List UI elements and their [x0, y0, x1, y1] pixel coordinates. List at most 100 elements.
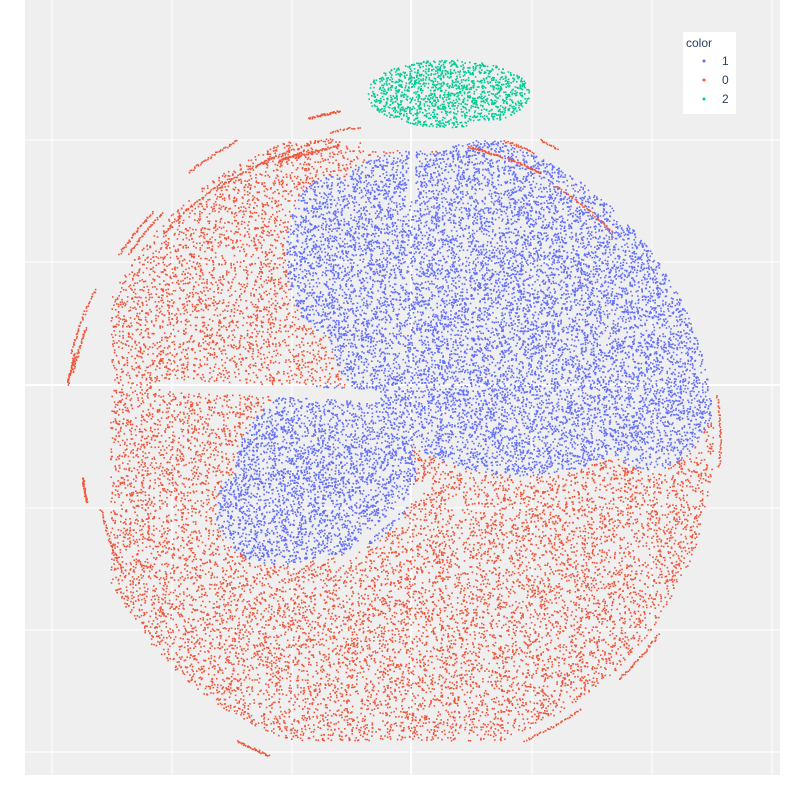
point-series-1	[472, 453, 474, 455]
point-series-1	[259, 549, 261, 551]
point-series-1	[533, 325, 535, 327]
point-series-1	[294, 215, 296, 217]
point-series-1	[684, 432, 686, 434]
point-series-1	[331, 182, 333, 184]
point-series-1	[656, 427, 658, 429]
point-series-1	[585, 313, 587, 315]
point-series-1	[329, 247, 331, 249]
point-series-1	[338, 190, 340, 192]
point-series-1	[359, 216, 361, 218]
point-series-1	[220, 506, 222, 508]
point-series-1	[331, 399, 333, 401]
point-series-1	[246, 545, 248, 547]
point-series-1	[546, 240, 548, 242]
point-series-1	[657, 285, 659, 287]
point-series-1	[341, 373, 343, 375]
point-series-1	[379, 202, 381, 204]
point-series-1	[619, 398, 621, 400]
point-series-1	[510, 182, 512, 184]
point-series-1	[528, 330, 530, 332]
point-series-1	[435, 278, 437, 280]
point-series-1	[265, 445, 267, 447]
point-series-1	[572, 236, 574, 238]
point-series-1	[482, 189, 484, 191]
point-series-1	[467, 179, 469, 181]
point-series-1	[274, 555, 276, 557]
point-series-1	[242, 549, 244, 551]
point-series-1	[474, 469, 476, 471]
point-series-1	[592, 303, 594, 305]
point-series-1	[575, 197, 577, 199]
point-series-1	[392, 214, 394, 216]
point-series-1	[627, 230, 629, 232]
point-series-1	[514, 470, 516, 472]
point-series-1	[382, 186, 384, 188]
point-series-1	[484, 435, 486, 437]
point-series-1	[339, 420, 341, 422]
point-series-1	[583, 259, 585, 261]
point-series-1	[594, 309, 596, 311]
point-series-1	[575, 430, 577, 432]
point-series-1	[467, 250, 469, 252]
point-series-1	[612, 353, 614, 355]
point-series-1	[416, 293, 418, 295]
point-series-1	[528, 358, 530, 360]
point-series-1	[628, 420, 630, 422]
point-series-1	[225, 527, 227, 529]
point-series-1	[431, 403, 433, 405]
point-series-1	[381, 432, 383, 434]
point-series-1	[494, 141, 496, 143]
point-series-1	[320, 180, 322, 182]
point-series-1	[373, 330, 375, 332]
point-series-1	[303, 221, 305, 223]
point-series-1	[539, 238, 541, 240]
point-series-1	[478, 241, 480, 243]
point-series-1	[446, 191, 448, 193]
point-series-1	[470, 456, 472, 458]
point-series-1	[318, 206, 320, 208]
point-series-1	[469, 374, 471, 376]
point-series-1	[362, 442, 364, 444]
point-series-1	[284, 410, 286, 412]
point-series-1	[302, 436, 304, 438]
point-series-1	[330, 497, 332, 499]
point-series-1	[346, 525, 348, 527]
point-series-1	[657, 305, 659, 307]
point-series-1	[453, 462, 455, 464]
point-series-1	[383, 246, 385, 248]
point-series-1	[346, 425, 348, 427]
point-series-1	[610, 368, 612, 370]
point-series-1	[545, 297, 547, 299]
point-series-1	[344, 268, 346, 270]
point-series-1	[373, 162, 375, 164]
point-series-1	[575, 260, 577, 262]
point-series-1	[567, 406, 569, 408]
point-series-1	[342, 492, 344, 494]
point-series-1	[451, 304, 453, 306]
point-series-1	[378, 235, 380, 237]
point-series-1	[523, 234, 525, 236]
point-series-1	[377, 215, 379, 217]
point-series-1	[265, 533, 267, 535]
point-series-1	[289, 248, 291, 250]
point-series-1	[402, 287, 404, 289]
point-series-1	[579, 285, 581, 287]
point-series-1	[353, 313, 355, 315]
point-series-1	[511, 167, 513, 169]
point-series-1	[625, 357, 627, 359]
point-series-1	[593, 197, 595, 199]
point-series-1	[325, 477, 327, 479]
point-series-1	[659, 288, 661, 290]
point-series-1	[253, 495, 255, 497]
point-series-1	[681, 374, 683, 376]
point-series-1	[642, 408, 644, 410]
point-series-1	[536, 167, 538, 169]
point-series-1	[535, 248, 537, 250]
point-series-1	[596, 416, 598, 418]
point-series-1	[531, 358, 533, 360]
point-series-1	[638, 349, 640, 351]
point-series-1	[295, 224, 297, 226]
point-series-1	[353, 436, 355, 438]
point-series-1	[350, 301, 352, 303]
point-series-1	[677, 331, 679, 333]
